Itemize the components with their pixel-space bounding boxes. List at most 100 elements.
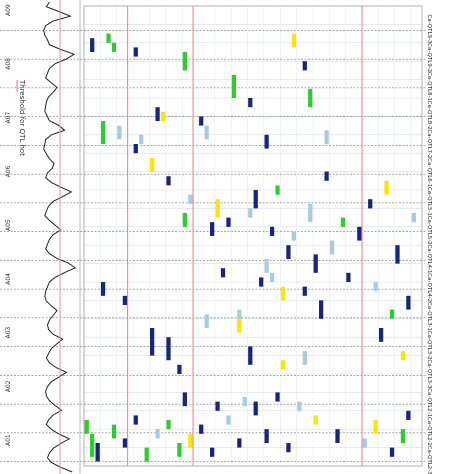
legend: Threshold for QTL hot bbox=[16, 79, 26, 156]
chromosome-label: A08 bbox=[5, 58, 12, 70]
chromosome-label: A04 bbox=[5, 273, 12, 285]
qtl-band bbox=[406, 410, 411, 420]
qtl-band bbox=[133, 415, 138, 425]
qtl-band bbox=[389, 309, 395, 319]
qtl-band bbox=[166, 420, 171, 430]
qtl-band bbox=[389, 447, 395, 457]
chromosome-label: A09 bbox=[5, 4, 12, 16]
qtl-band bbox=[329, 240, 335, 255]
qtl-band bbox=[204, 125, 209, 140]
qtl-cluster-label: Ca-QTL2-1 bbox=[426, 388, 432, 417]
qtl-band bbox=[373, 282, 378, 292]
qtl-cluster-label: Ca-QTL4-1 bbox=[426, 244, 432, 273]
qtl-band bbox=[368, 199, 373, 209]
qtl-band bbox=[95, 443, 100, 462]
qtl-band bbox=[84, 420, 89, 434]
qtl-cluster-label: Ca-QTL9-2 bbox=[426, 43, 432, 72]
qtl-band bbox=[373, 420, 378, 434]
qtl-band bbox=[308, 203, 313, 223]
qtl-band bbox=[100, 121, 106, 144]
qtl-band bbox=[411, 213, 416, 223]
density-panel bbox=[43, 0, 81, 474]
qtl-band bbox=[253, 401, 258, 416]
qtl-cluster-label: Ca-QTL3-3 bbox=[426, 359, 432, 389]
qtl-cluster-label: Ca-QTL3-1 bbox=[426, 302, 432, 331]
qtl-cluster-label: Ca-QTL6-1 bbox=[426, 158, 432, 187]
qtl-cluster-label: Ca-QTL2-2 bbox=[426, 417, 432, 446]
qtl-band bbox=[248, 208, 253, 218]
qtl-band bbox=[166, 176, 171, 186]
qtl-band bbox=[302, 286, 307, 296]
qtl-band bbox=[231, 75, 237, 98]
qtl-band bbox=[111, 42, 117, 52]
qtl-band bbox=[264, 259, 269, 273]
qtl-band bbox=[264, 134, 269, 149]
qtl-cluster-label: Ca-QTL5-1 bbox=[426, 187, 432, 216]
qtl-cluster-labels: Ca-QTL9-3Ca-QTL9-2Ca-QTL8-1Ca-QTL8-2Ca-Q… bbox=[426, 14, 432, 474]
qtl-band bbox=[199, 116, 204, 126]
qtl-band bbox=[400, 429, 406, 443]
qtl-band bbox=[302, 351, 307, 365]
chromosome-label: A06 bbox=[5, 165, 12, 177]
qtl-band bbox=[280, 360, 286, 370]
qtl-band bbox=[199, 424, 204, 434]
qtl-band bbox=[188, 194, 193, 204]
chromosome-label: A07 bbox=[5, 112, 12, 124]
qtl-band bbox=[139, 134, 144, 144]
qtl-band bbox=[117, 125, 122, 140]
threshold-lines bbox=[127, 6, 363, 466]
qtl-band bbox=[395, 245, 400, 264]
qtl-band bbox=[406, 295, 411, 310]
qtl-band bbox=[340, 217, 346, 227]
qtl-band bbox=[209, 447, 215, 457]
qtl-bands bbox=[84, 33, 416, 462]
qtl-band bbox=[220, 268, 226, 278]
qtl-cluster-label: Ca-QTL8-2 bbox=[426, 101, 432, 130]
qtl-band bbox=[237, 438, 242, 448]
qtl-band bbox=[237, 318, 242, 333]
qtl-band bbox=[362, 438, 367, 448]
qtl-band bbox=[269, 226, 275, 236]
qtl-cluster-label: Ca-QTL4-2 bbox=[426, 273, 432, 302]
qtl-band bbox=[259, 277, 264, 287]
qtl-band bbox=[297, 401, 302, 411]
qtl-band bbox=[253, 190, 258, 209]
chromosome-label: A05 bbox=[5, 219, 12, 231]
qtl-band bbox=[160, 111, 166, 121]
qtl-band bbox=[291, 231, 297, 241]
chromosome-label: A03 bbox=[5, 327, 12, 339]
qtl-band bbox=[275, 392, 280, 402]
qtl-cluster-label: Ca-QTL8-1 bbox=[426, 72, 432, 101]
qtl-band bbox=[111, 424, 117, 439]
qtl-band bbox=[269, 272, 275, 282]
qtl-band bbox=[100, 282, 106, 296]
qtl-band bbox=[106, 33, 111, 43]
qtl-band bbox=[177, 364, 182, 374]
qtl-band bbox=[384, 180, 389, 195]
qtl-band bbox=[264, 429, 269, 443]
qtl-band bbox=[324, 130, 329, 144]
qtl-band bbox=[357, 226, 362, 241]
qtl-band bbox=[226, 217, 231, 227]
chromosome-labels: A01 A02 A03 A04 A05 A06 A07 A08 A09 bbox=[5, 4, 12, 446]
qtl-band bbox=[378, 328, 384, 342]
qtl-band bbox=[248, 98, 253, 108]
qtl-band bbox=[150, 157, 155, 172]
qtl-band bbox=[302, 61, 307, 71]
qtl-band bbox=[215, 401, 220, 411]
qtl-band bbox=[280, 286, 286, 301]
qtl-band bbox=[150, 328, 155, 356]
qtl-band bbox=[313, 415, 318, 425]
qtl-band bbox=[226, 415, 231, 425]
qtl-band bbox=[166, 337, 171, 361]
plot-frame bbox=[83, 5, 423, 467]
qtl-band bbox=[133, 47, 138, 57]
qtl-band bbox=[286, 443, 291, 453]
qtl-band bbox=[133, 144, 138, 154]
qtl-band bbox=[291, 33, 297, 48]
qtl-band bbox=[346, 272, 351, 282]
qtl-band bbox=[155, 429, 160, 439]
qtl-band bbox=[182, 213, 187, 227]
